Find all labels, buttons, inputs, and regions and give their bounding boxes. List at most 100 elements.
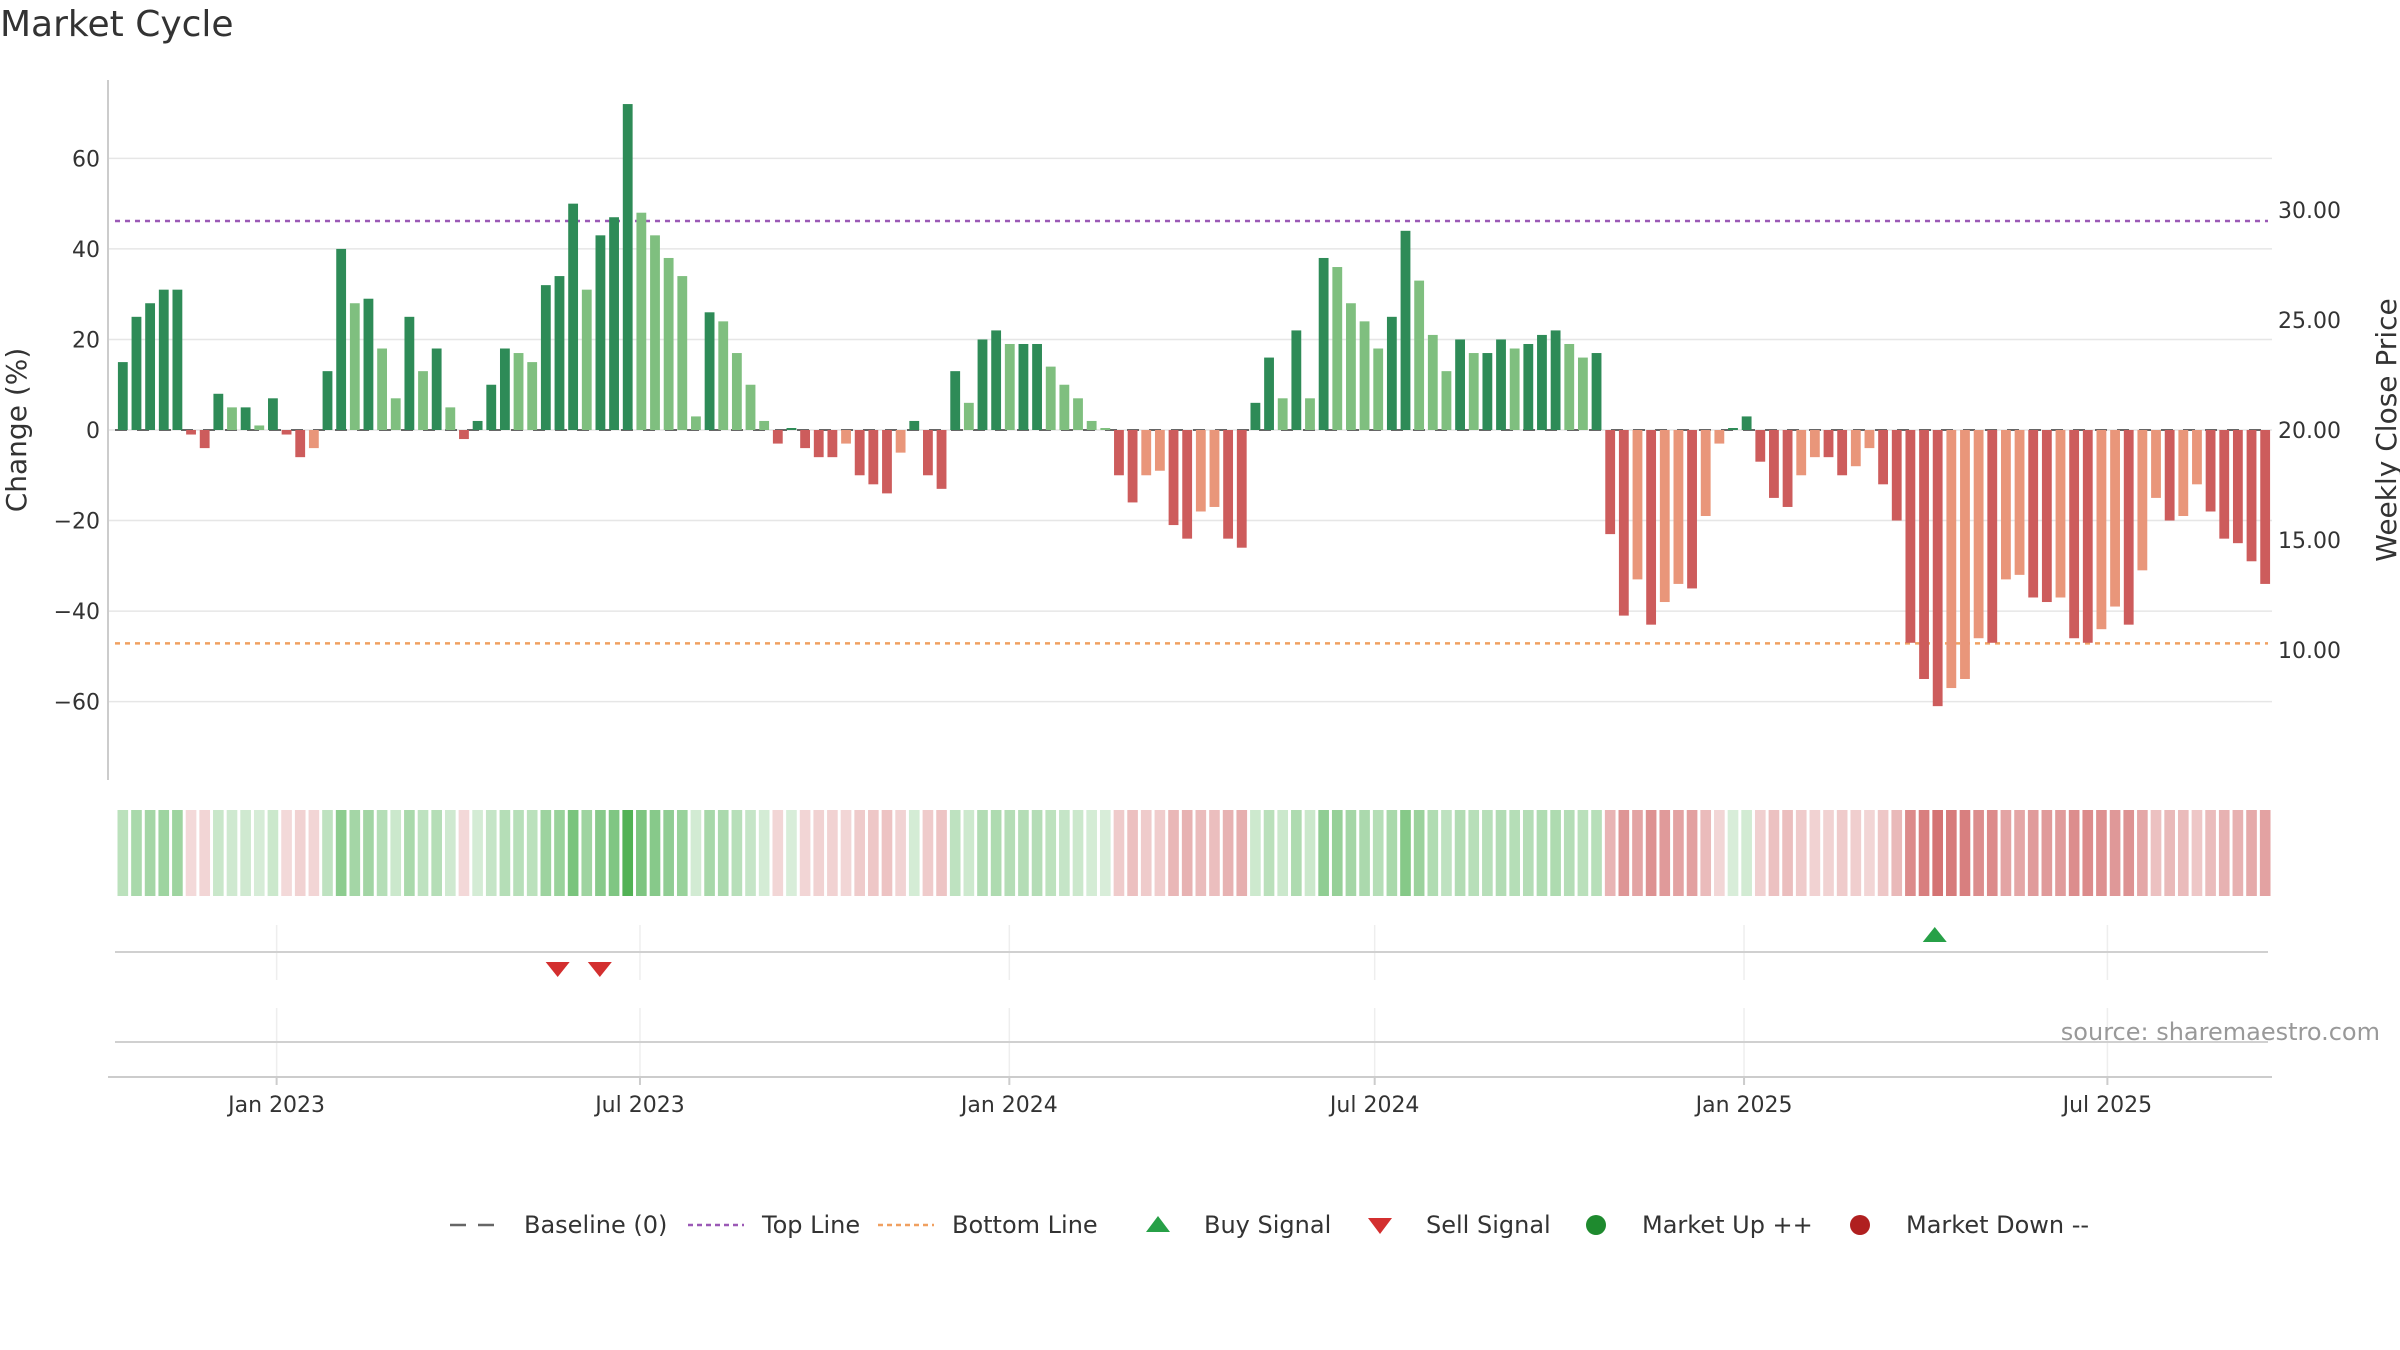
strip-cell <box>1400 810 1411 896</box>
bar <box>1755 430 1766 462</box>
y-tick-label: −60 <box>54 691 100 716</box>
bar <box>1837 430 1848 476</box>
bar <box>2110 430 2120 607</box>
bar <box>977 339 988 430</box>
bar <box>1509 348 1520 430</box>
legend-label: Baseline (0) <box>524 1211 667 1239</box>
legend-item: Market Up ++ <box>1586 1211 1813 1239</box>
strip-cell <box>622 810 634 896</box>
strip-cell <box>827 810 838 896</box>
strip-cell <box>1236 810 1248 896</box>
strip-cell <box>363 810 374 896</box>
strip-cell <box>1195 810 1207 896</box>
bar <box>1946 430 1957 689</box>
x-tick-label: Jul 2025 <box>2061 1093 2153 1118</box>
bar <box>636 212 647 430</box>
strip-cell <box>1604 810 1616 896</box>
strip-cell <box>1427 810 1439 896</box>
strip-cell <box>1618 810 1630 896</box>
strip-cell <box>2232 810 2244 896</box>
strip-cell <box>813 810 825 896</box>
bar <box>540 285 551 430</box>
source-credit: source: sharemaestro.com <box>2061 1018 2380 1046</box>
bar <box>813 430 824 458</box>
bar <box>431 348 442 430</box>
bar <box>936 430 947 489</box>
strip-cell <box>431 810 442 896</box>
strip-cell <box>1291 810 1302 896</box>
bar <box>663 257 674 430</box>
bar <box>1496 339 1506 430</box>
bar <box>1891 430 1902 521</box>
strip-cell <box>1113 810 1125 896</box>
bar <box>1769 430 1779 498</box>
bar <box>1577 357 1588 430</box>
strip-cell <box>240 810 251 896</box>
bar <box>882 430 892 494</box>
strip-cell <box>1836 810 1848 896</box>
strip-cell <box>717 810 729 896</box>
bar <box>2069 430 2080 639</box>
bar <box>568 203 579 430</box>
bar <box>322 371 333 430</box>
strip-cell <box>922 810 934 896</box>
y-tick-label: −40 <box>54 600 100 625</box>
bar <box>1468 353 1479 430</box>
chart-title: Market Cycle <box>0 4 234 45</box>
strip-cell <box>554 810 565 896</box>
strip-cell <box>1659 810 1671 896</box>
bar <box>786 428 797 430</box>
strip-cell <box>1536 810 1548 896</box>
strip-cell <box>1318 810 1329 896</box>
bar <box>1523 343 1534 430</box>
strip-cell <box>526 810 538 896</box>
strip-cell <box>1263 810 1275 896</box>
heat-strip <box>117 810 2271 896</box>
bar <box>1427 334 1438 430</box>
strip-cell <box>963 810 975 896</box>
legend-item: Sell Signal <box>1368 1211 1551 1239</box>
legend-label: Sell Signal <box>1426 1211 1551 1239</box>
y2-tick-label: 10.00 <box>2278 639 2341 664</box>
strip-cell <box>1482 810 1493 896</box>
strip-cell <box>2123 810 2135 896</box>
bar <box>1728 428 1738 430</box>
bar <box>1591 353 1602 430</box>
strip-cell <box>1345 810 1357 896</box>
bar <box>963 402 974 430</box>
strip-cell <box>949 810 961 896</box>
bar <box>1700 430 1711 517</box>
bar <box>595 235 606 430</box>
bar <box>2205 430 2216 512</box>
legend-item: Market Down -- <box>1850 1211 2089 1239</box>
signals-layer <box>115 925 2268 1078</box>
bar <box>731 353 742 430</box>
bar <box>1960 430 1970 679</box>
x-tick-label: Jan 2024 <box>959 1093 1058 1118</box>
bar <box>2260 430 2271 584</box>
bar <box>1168 430 1179 526</box>
sell-signal-marker <box>587 962 612 977</box>
bar <box>2164 430 2175 521</box>
sell-signal-marker <box>545 962 570 977</box>
strip-cell <box>1154 810 1166 896</box>
bar <box>800 430 811 449</box>
strip-cell <box>2137 810 2148 896</box>
strip-cell <box>417 810 429 896</box>
strip-cell <box>1946 810 1957 896</box>
strip-cell <box>117 810 129 896</box>
bar <box>1646 430 1657 625</box>
strip-cell <box>1795 810 1807 896</box>
bar <box>418 371 428 430</box>
bar <box>445 407 456 431</box>
legend-swatch <box>1368 1218 1392 1234</box>
bar <box>1714 430 1725 444</box>
strip-cell <box>1277 810 1289 896</box>
bar <box>1605 430 1616 535</box>
bar <box>1236 430 1247 548</box>
bar <box>1127 430 1138 503</box>
buy-signal-marker <box>1922 927 1947 942</box>
bar <box>2001 430 2011 580</box>
strip-cell <box>1331 810 1343 896</box>
strip-cell <box>2055 810 2066 896</box>
